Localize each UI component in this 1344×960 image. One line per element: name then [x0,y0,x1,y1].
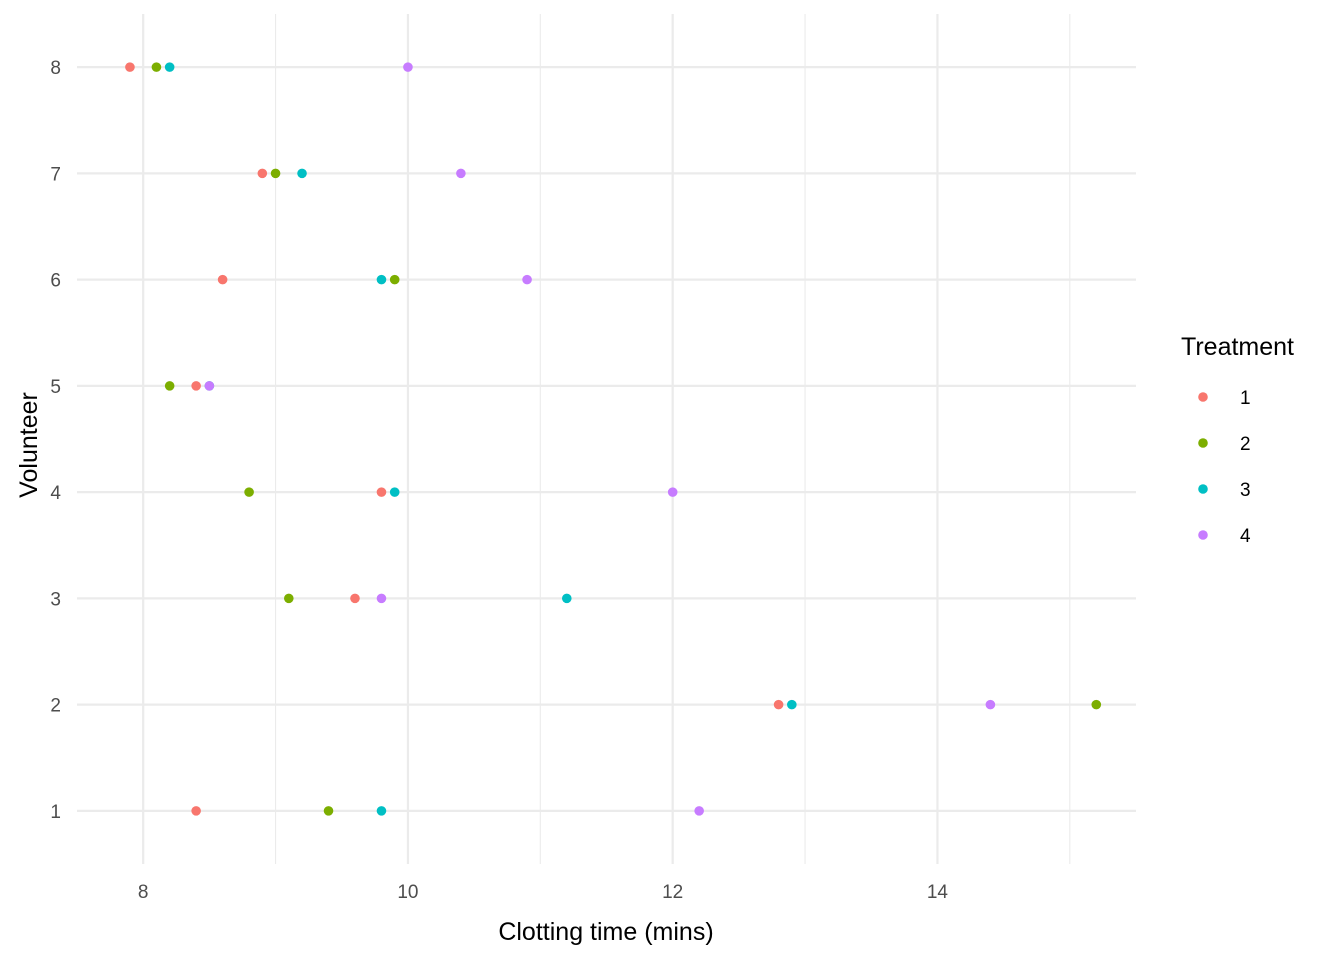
y-tick-label: 4 [50,483,61,504]
data-point-treatment-1 [191,806,201,816]
data-point-treatment-3 [787,699,797,710]
major-gridlines [77,14,1136,864]
data-point-treatment-2 [164,381,175,391]
legend-items: 1 2 3 4 [1198,388,1251,547]
data-point-treatment-1 [125,62,135,72]
data-point-treatment-3 [297,168,307,179]
data-point-treatment-3 [164,62,175,72]
data-point-treatment-2 [270,168,281,179]
x-axis-tick-labels: 8 10 12 14 [138,882,949,903]
legend-label-2: 2 [1240,434,1251,455]
data-point-treatment-2 [244,487,254,497]
legend-label-1: 1 [1240,388,1251,409]
data-point-treatment-3 [389,487,400,497]
data-point-treatment-4 [376,593,387,604]
y-tick-label: 2 [50,696,61,717]
data-point-treatment-2 [389,274,400,285]
y-tick-label: 5 [50,377,61,398]
legend-key-4 [1198,530,1208,540]
legend: Treatment 1 2 3 4 [1181,333,1294,547]
data-point-treatment-2 [1091,699,1102,710]
data-point-treatment-4 [694,806,704,816]
data-point-treatment-1 [191,381,201,391]
data-point-treatment-1 [376,487,387,497]
x-axis-title: Clotting time (mins) [498,918,713,946]
y-axis-tick-labels: 1 2 3 4 5 6 7 8 [50,58,61,823]
data-point-treatment-4 [204,381,215,391]
legend-key-2 [1198,438,1208,448]
data-point-treatment-1 [217,274,228,285]
data-point-treatment-4 [456,168,466,179]
y-tick-label: 3 [50,589,61,610]
legend-label-4: 4 [1240,526,1251,547]
data-point-treatment-2 [151,62,162,72]
data-points [125,62,1102,816]
x-tick-label: 14 [927,882,949,903]
y-axis-title: Volunteer [15,392,43,498]
data-point-treatment-3 [376,274,387,285]
data-point-treatment-3 [376,806,387,816]
minor-gridlines [275,14,1071,864]
data-point-treatment-4 [522,274,532,285]
x-tick-label: 8 [138,882,149,903]
x-tick-label: 10 [397,882,418,903]
data-point-treatment-2 [323,806,334,816]
y-tick-label: 7 [50,164,61,185]
data-point-treatment-2 [284,593,294,604]
data-point-treatment-4 [667,487,678,497]
data-point-treatment-1 [257,168,268,179]
legend-label-3: 3 [1240,480,1251,501]
y-tick-label: 1 [50,802,61,823]
data-point-treatment-1 [350,593,360,604]
legend-key-1 [1198,392,1208,402]
legend-title: Treatment [1181,333,1294,361]
y-tick-label: 6 [50,271,61,292]
legend-key-3 [1198,484,1208,494]
x-tick-label: 12 [662,882,683,903]
y-tick-label: 8 [50,58,61,79]
data-point-treatment-4 [403,62,413,72]
data-point-treatment-1 [773,699,784,710]
data-point-treatment-3 [561,593,572,604]
data-point-treatment-4 [985,699,996,710]
